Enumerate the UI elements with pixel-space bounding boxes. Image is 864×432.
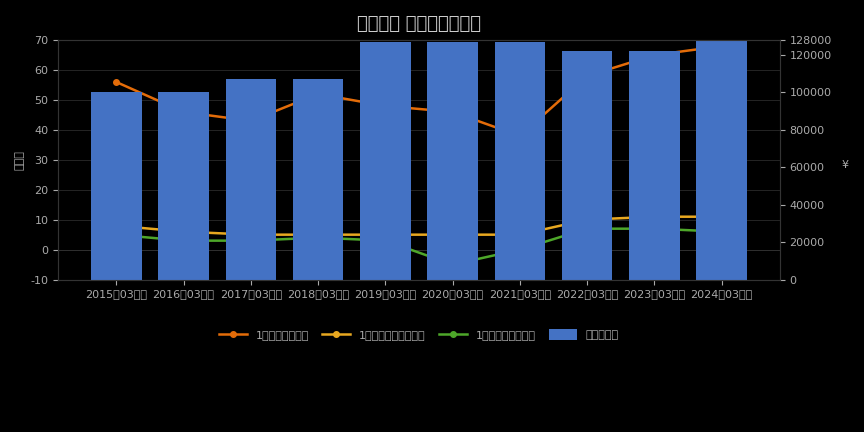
Bar	[629, 51, 680, 280]
Bar	[562, 51, 613, 280]
Bar	[494, 42, 545, 280]
Bar	[360, 42, 410, 280]
Y-axis label: ¥: ¥	[842, 160, 849, 170]
Line: 1人あたり売上高: 1人あたり売上高	[113, 43, 724, 139]
1人あたり経常利益	[245, 238, 256, 243]
1人あたり売上高	[111, 79, 122, 85]
1人あたり経常利益	[111, 232, 122, 237]
1人あたり経常利益	[313, 235, 323, 240]
1人あたり売上総利益	[582, 217, 593, 222]
1人あたり売上高	[716, 44, 727, 49]
Bar	[696, 40, 746, 280]
1人あたり売上総利益	[245, 232, 256, 237]
1人あたり経常利益	[582, 226, 593, 231]
1人あたり売上高	[448, 109, 458, 114]
1人あたり売上総利益	[380, 232, 391, 237]
1人あたり経常利益	[448, 262, 458, 267]
1人あたり経常利益	[515, 247, 525, 252]
1人あたり売上高	[582, 73, 593, 79]
Bar	[293, 79, 343, 280]
1人あたり経常利益	[649, 226, 659, 231]
Legend: 1人あたり売上高, 1人あたり売上総利益, 1人あたり経常利益, 総従業員数: 1人あたり売上高, 1人あたり売上総利益, 1人あたり経常利益, 総従業員数	[213, 323, 625, 346]
1人あたり経常利益	[380, 238, 391, 243]
1人あたり売上総利益	[448, 232, 458, 237]
Bar	[158, 92, 209, 280]
1人あたり経常利益	[178, 238, 188, 243]
1人あたり売上総利益	[716, 214, 727, 219]
1人あたり売上総利益	[111, 223, 122, 228]
1人あたり売上総利益	[515, 232, 525, 237]
1人あたり売上高	[380, 103, 391, 108]
1人あたり売上高	[649, 52, 659, 57]
1人あたり売上高	[178, 109, 188, 114]
1人あたり売上総利益	[649, 214, 659, 219]
1人あたり売上高	[515, 133, 525, 139]
Bar	[91, 92, 142, 280]
1人あたり売上総利益	[178, 229, 188, 234]
Line: 1人あたり売上総利益: 1人あたり売上総利益	[113, 214, 724, 238]
Bar	[428, 42, 478, 280]
Bar	[226, 79, 276, 280]
Y-axis label: 億万円: 億万円	[15, 150, 25, 170]
Title: 生産効率 財務指標・数値: 生産効率 財務指標・数値	[357, 15, 481, 33]
1人あたり売上高	[245, 118, 256, 124]
1人あたり売上総利益	[313, 232, 323, 237]
1人あたり売上高	[313, 92, 323, 97]
1人あたり経常利益	[716, 229, 727, 234]
Line: 1人あたり経常利益: 1人あたり経常利益	[113, 226, 724, 267]
